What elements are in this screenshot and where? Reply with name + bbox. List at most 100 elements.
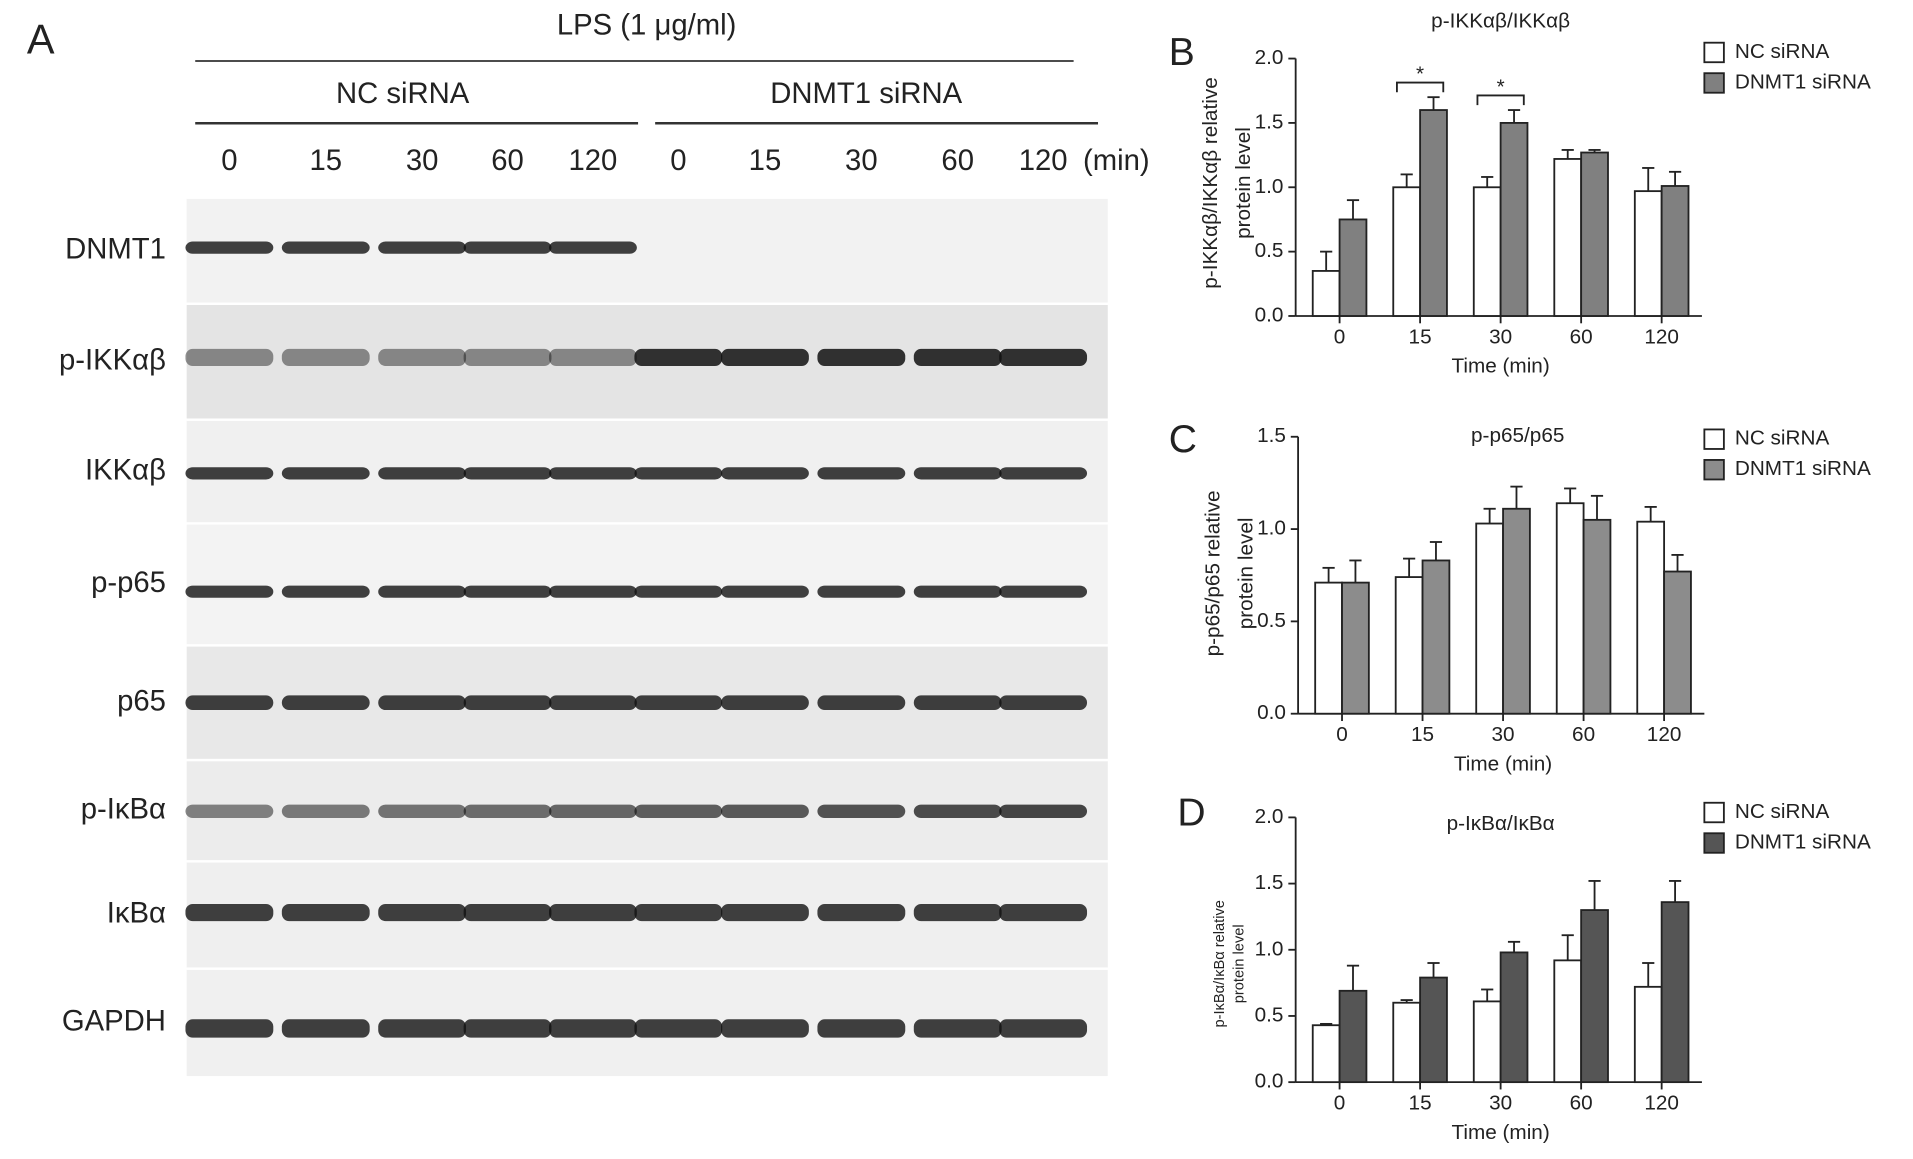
legend-swatch — [1703, 428, 1725, 450]
y-tick-label: 2.0 — [1255, 805, 1284, 828]
bar — [1475, 522, 1504, 715]
lane-unit: (min) — [1083, 144, 1150, 177]
blot-band — [378, 1019, 467, 1038]
bar — [1660, 185, 1690, 317]
blot-band — [817, 804, 906, 819]
legend-swatch — [1703, 801, 1725, 824]
blot-band — [721, 804, 809, 819]
x-tick-label: 30 — [1489, 1092, 1512, 1115]
blot-band — [999, 348, 1088, 366]
blot-band — [817, 348, 906, 366]
blot-band — [549, 348, 637, 366]
bar — [1553, 959, 1583, 1084]
bar — [1660, 901, 1690, 1084]
bar — [1338, 218, 1368, 317]
x-tick-label: 30 — [1492, 723, 1515, 746]
blot-band — [999, 904, 1088, 922]
y-tick-label: 2.0 — [1255, 46, 1284, 69]
blot-band — [463, 695, 552, 711]
x-tick-label: 0 — [1334, 1092, 1346, 1115]
blot-band — [463, 1019, 552, 1038]
blot-band — [634, 585, 723, 598]
x-tick-label: 30 — [1489, 325, 1512, 348]
chart-title: p-p65/p65 — [1471, 424, 1564, 447]
blot-band — [721, 467, 809, 480]
x-tick-label: 60 — [1570, 325, 1593, 348]
blot-band — [549, 1019, 637, 1038]
bar — [1582, 518, 1612, 715]
legend-swatch — [1703, 41, 1725, 64]
bar — [1311, 270, 1341, 317]
y-tick-label: 0.0 — [1257, 701, 1286, 724]
blot-band — [281, 804, 370, 819]
x-tick-label: 15 — [1411, 723, 1434, 746]
y-tick-label: 1.0 — [1255, 175, 1284, 198]
x-axis-label: Time (min) — [1454, 752, 1552, 775]
blot-band — [281, 1019, 370, 1038]
bar — [1341, 581, 1370, 715]
blot-band — [634, 904, 723, 922]
significance-mark: * — [1497, 76, 1505, 99]
bar — [1419, 109, 1448, 317]
legend-label: DNMT1 siRNA — [1735, 457, 1871, 480]
blot-band — [463, 804, 552, 819]
y-tick-label: 0.5 — [1255, 239, 1284, 262]
blot-band — [185, 348, 274, 366]
y-tick-label: 0.5 — [1255, 1003, 1284, 1026]
significance-bracket — [1476, 94, 1525, 106]
bar — [1633, 985, 1663, 1084]
treatment-label: LPS (1 μg/ml) — [557, 9, 737, 42]
y-tick-label: 0.0 — [1255, 1070, 1284, 1093]
blot-band — [913, 585, 1002, 598]
lane-label: 30 — [845, 144, 878, 177]
x-tick-label: 15 — [1409, 325, 1432, 348]
group-label: NC siRNA — [336, 77, 470, 110]
bar — [1499, 951, 1529, 1084]
blot-band — [281, 904, 370, 922]
blot-band — [721, 904, 809, 922]
blot-band — [817, 467, 906, 480]
significance-mark: * — [1416, 63, 1424, 86]
blot-band — [817, 695, 906, 711]
blot-band — [817, 904, 906, 922]
blot-band — [185, 804, 274, 819]
lane-label: 120 — [1019, 144, 1068, 177]
row-label: GAPDH — [62, 1005, 166, 1038]
blot-band — [185, 241, 274, 254]
x-tick-label: 0 — [1334, 325, 1346, 348]
bar — [1663, 570, 1692, 715]
lane-label: 0 — [221, 144, 237, 177]
blot-band — [634, 467, 723, 480]
y-tick-label: 1.0 — [1257, 517, 1286, 540]
blot-band — [549, 804, 637, 819]
blot-band — [281, 585, 370, 598]
blot-band — [463, 348, 552, 366]
y-axis-label: p-IκBα/IκBα relative — [1212, 900, 1228, 1027]
legend-swatch — [1703, 459, 1725, 481]
bar — [1472, 1000, 1502, 1084]
x-tick-label: 15 — [1409, 1092, 1432, 1115]
legend-label: DNMT1 siRNA — [1735, 831, 1871, 854]
blot-band — [721, 348, 809, 366]
blot-band — [999, 585, 1088, 598]
bar — [1633, 190, 1663, 317]
blot-band — [463, 904, 552, 922]
bar — [1392, 186, 1422, 317]
bar — [1580, 909, 1609, 1084]
blot-band — [634, 1019, 723, 1038]
blot-band — [999, 695, 1088, 711]
blot-band — [634, 804, 723, 819]
bar — [1636, 520, 1666, 715]
blot-band — [913, 695, 1002, 711]
blot-band — [185, 904, 274, 922]
row-label: p-p65 — [91, 566, 166, 599]
row-label: p65 — [117, 684, 166, 717]
blot-band — [721, 1019, 809, 1038]
blot-band — [549, 904, 637, 922]
panel-letter: C — [1169, 418, 1197, 461]
group-label: DNMT1 siRNA — [770, 77, 962, 110]
bar — [1392, 1001, 1422, 1084]
bar — [1499, 121, 1529, 317]
